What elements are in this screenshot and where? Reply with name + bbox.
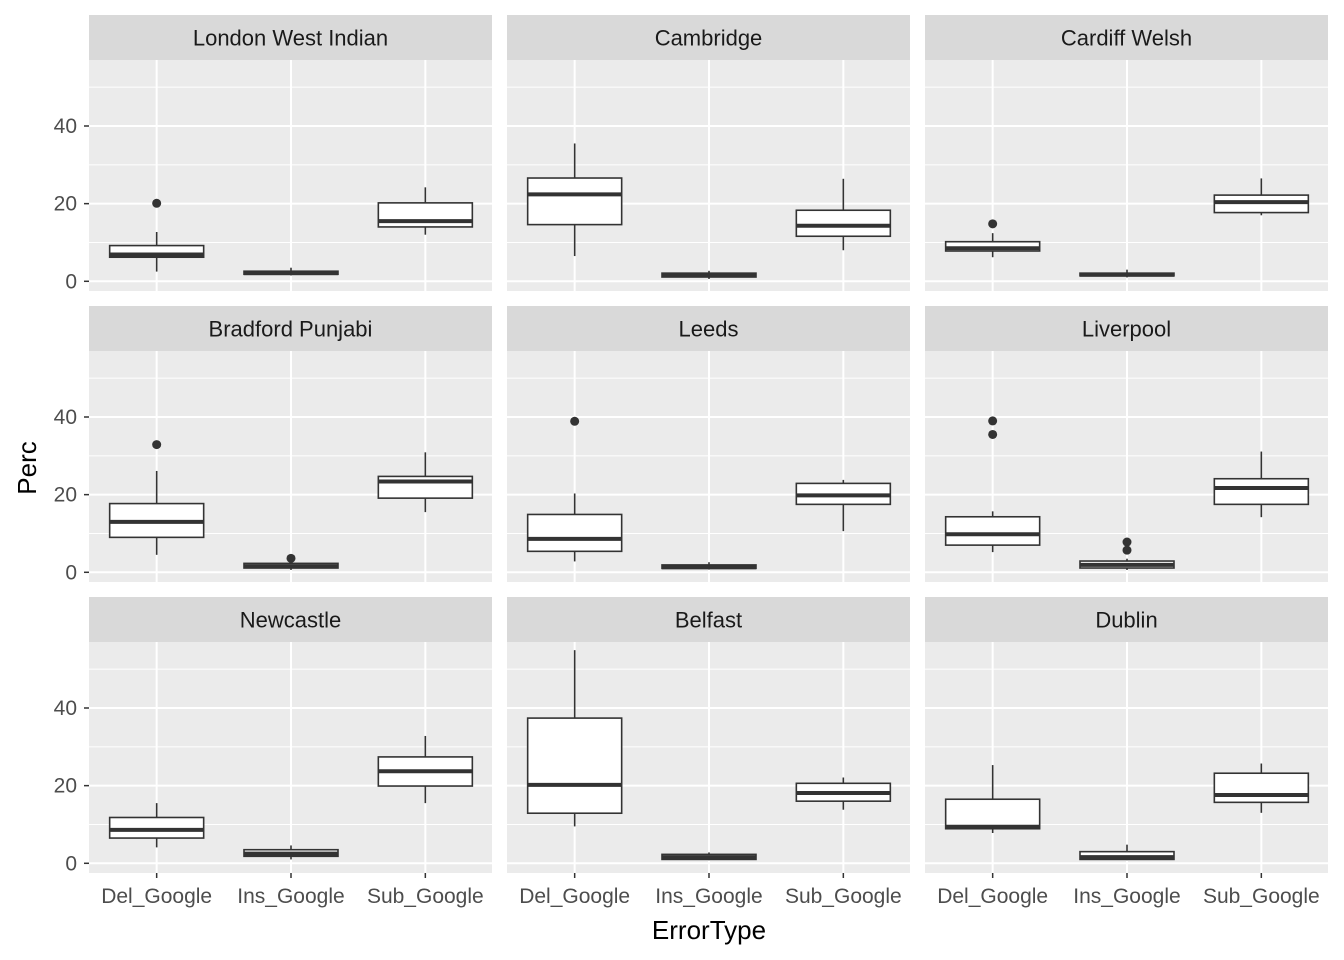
facet-panel: London West Indian 0 20 40 — [54, 15, 492, 293]
x-tick-label: Del_Google — [519, 885, 630, 908]
x-axis-title: ErrorType — [652, 915, 766, 945]
x-tick-label: Ins_Google — [655, 885, 762, 908]
box — [108, 816, 205, 839]
boxplot-del-google — [108, 440, 205, 555]
y-tick-label: 40 — [54, 697, 77, 720]
y-tick-label: 0 — [65, 561, 77, 584]
y-tick-label: 20 — [54, 484, 77, 507]
facet-strip — [507, 306, 910, 351]
boxplot-sub-google — [795, 479, 892, 532]
facet-panels: London West Indian 0 20 40 Cambridge Cardiff … — [54, 15, 1328, 908]
outlier-point — [988, 416, 998, 426]
boxplot-del-google — [526, 650, 623, 827]
facet-title: Newcastle — [240, 608, 341, 633]
facet-strip — [89, 597, 492, 642]
outlier-point — [152, 440, 162, 450]
box — [944, 798, 1041, 830]
facet-panel: Liverpool — [925, 306, 1328, 582]
x-tick-label: Del_Google — [937, 885, 1048, 908]
x-tick-label: Sub_Google — [785, 885, 902, 908]
facet-strip — [925, 306, 1328, 351]
facet-title: Leeds — [679, 317, 739, 342]
facet-panel: Dublin Del_Google Ins_Google Sub_Google — [925, 597, 1328, 908]
box — [108, 244, 205, 259]
facet-strip — [925, 597, 1328, 642]
y-axis-title: Perc — [12, 441, 42, 494]
facet-panel: Bradford Punjabi 0 20 40 — [54, 306, 492, 584]
facet-panel: Leeds — [507, 306, 910, 582]
facet-strip — [89, 15, 492, 60]
boxplot-del-google — [526, 416, 623, 562]
facet-panel: Cardiff Welsh — [925, 15, 1328, 291]
boxplot-ins-google — [243, 267, 339, 276]
boxplot-sub-google — [1213, 451, 1310, 518]
boxplot-del-google — [944, 416, 1041, 553]
facet-title: Belfast — [675, 608, 742, 633]
x-tick-label: Ins_Google — [237, 885, 344, 908]
facet-strip — [507, 15, 910, 60]
boxplot-sub-google — [377, 735, 474, 804]
boxplot-del-google — [944, 765, 1041, 834]
y-tick-label: 20 — [54, 775, 77, 798]
x-tick-label: Sub_Google — [367, 885, 484, 908]
y-tick-label: 0 — [65, 852, 77, 875]
boxplot-sub-google — [795, 777, 892, 810]
box — [944, 515, 1041, 546]
facet-title: Bradford Punjabi — [209, 317, 373, 342]
boxplot-sub-google — [795, 178, 892, 251]
x-tick-label: Ins_Google — [1073, 885, 1180, 908]
y-tick-label: 20 — [54, 193, 77, 216]
boxplot-ins-google — [661, 270, 757, 279]
box — [526, 513, 623, 553]
x-tick-label: Sub_Google — [1203, 885, 1320, 908]
boxplot-del-google — [108, 803, 205, 848]
x-tick-label: Del_Google — [101, 885, 212, 908]
outlier-point — [570, 416, 580, 426]
boxplot-ins-google — [243, 553, 339, 570]
y-tick-label: 40 — [54, 406, 77, 429]
y-tick-label: 40 — [54, 115, 77, 138]
box — [377, 202, 474, 228]
boxplot-sub-google — [1213, 178, 1310, 216]
box — [526, 177, 623, 226]
boxplot-ins-google — [243, 845, 339, 860]
boxplot-del-google — [526, 143, 623, 257]
box — [526, 717, 623, 815]
outlier-point — [286, 553, 296, 563]
boxplot-del-google — [108, 198, 205, 272]
box — [1213, 477, 1310, 506]
facet-panel: Belfast Del_Google Ins_Google Sub_Google — [507, 597, 910, 908]
boxplot-sub-google — [377, 452, 474, 513]
facet-title: Dublin — [1095, 608, 1157, 633]
box — [1213, 772, 1310, 804]
facet-strip — [507, 597, 910, 642]
facet-title: Cardiff Welsh — [1061, 26, 1192, 51]
boxplot-ins-google — [1079, 844, 1175, 861]
facet-strip — [925, 15, 1328, 60]
boxplot-ins-google — [661, 852, 757, 861]
boxplot-ins-google — [1079, 269, 1175, 278]
outlier-point — [152, 198, 162, 208]
outlier-point — [1122, 537, 1132, 547]
boxplot-ins-google — [661, 562, 757, 570]
facet-title: Cambridge — [655, 26, 763, 51]
boxplot-sub-google — [1213, 763, 1310, 813]
boxplot-sub-google — [377, 187, 474, 235]
boxplot-ins-google — [1079, 537, 1175, 570]
y-tick-label: 0 — [65, 270, 77, 293]
boxplot-del-google — [944, 219, 1041, 258]
outlier-point — [988, 219, 998, 229]
facet-strip — [89, 306, 492, 351]
facet-title: Liverpool — [1082, 317, 1171, 342]
outlier-point — [988, 429, 998, 439]
facet-panel: Cambridge — [507, 15, 910, 291]
outlier-point — [1122, 545, 1132, 555]
facet-panel: Newcastle 0 20 40 Del_Google Ins_Google Sub_Go… — [54, 597, 492, 908]
facet-title: London West Indian — [193, 26, 388, 51]
box — [795, 209, 892, 238]
